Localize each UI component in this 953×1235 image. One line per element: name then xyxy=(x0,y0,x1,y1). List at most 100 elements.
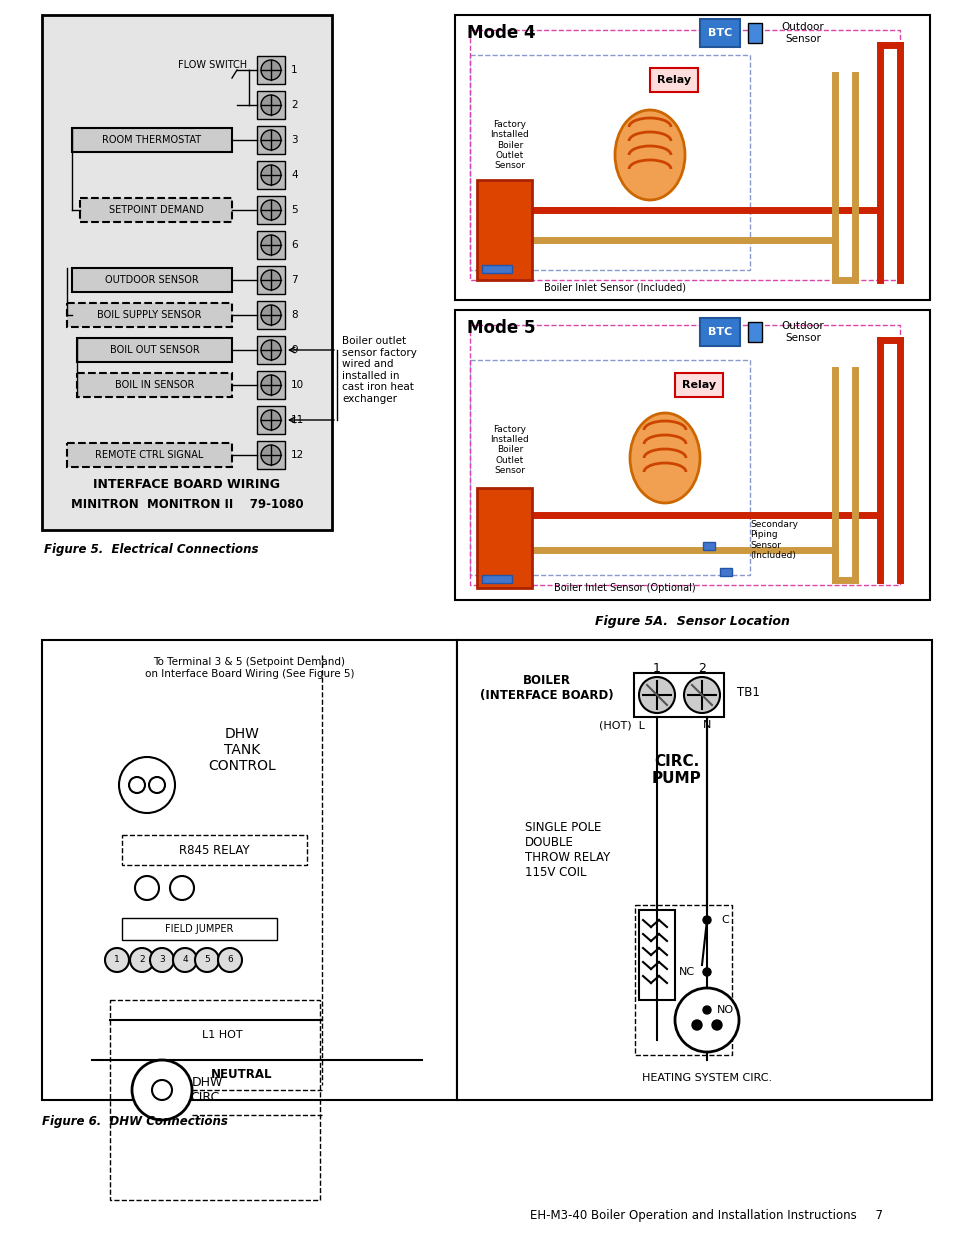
Text: REMOTE CTRL SIGNAL: REMOTE CTRL SIGNAL xyxy=(95,450,204,459)
Text: 10: 10 xyxy=(291,380,304,390)
Bar xyxy=(71,268,232,291)
Bar xyxy=(470,325,899,585)
Bar xyxy=(256,336,285,364)
Text: 4: 4 xyxy=(291,170,297,180)
Text: Secondary
Piping
Sensor
(Included): Secondary Piping Sensor (Included) xyxy=(749,520,797,561)
Text: Boiler Inlet Sensor (Optional): Boiler Inlet Sensor (Optional) xyxy=(554,583,695,593)
Text: 2: 2 xyxy=(139,956,145,965)
Bar xyxy=(675,373,722,396)
Circle shape xyxy=(639,677,675,713)
Bar xyxy=(470,359,749,576)
Circle shape xyxy=(129,777,145,793)
Circle shape xyxy=(132,1060,192,1120)
Bar xyxy=(256,196,285,224)
Bar xyxy=(456,640,931,1100)
Circle shape xyxy=(702,1007,710,1014)
Text: N: N xyxy=(702,720,710,730)
Text: FIELD JUMPER: FIELD JUMPER xyxy=(165,924,233,934)
Circle shape xyxy=(261,305,281,325)
Text: 2: 2 xyxy=(291,100,297,110)
Bar xyxy=(71,128,232,152)
Bar xyxy=(634,673,723,718)
Text: ROOM THERMOSTAT: ROOM THERMOSTAT xyxy=(102,135,201,144)
Text: DHW
CIRC.: DHW CIRC. xyxy=(191,1076,223,1104)
Bar xyxy=(256,231,285,259)
Bar xyxy=(720,568,731,576)
Text: 6: 6 xyxy=(227,956,233,965)
Text: Relay: Relay xyxy=(681,380,716,390)
Bar xyxy=(476,180,532,280)
Bar xyxy=(455,15,929,300)
Bar xyxy=(256,370,285,399)
Bar xyxy=(470,30,899,280)
Bar xyxy=(122,835,307,864)
Text: C: C xyxy=(720,915,728,925)
Circle shape xyxy=(261,445,281,466)
Text: BTC: BTC xyxy=(707,28,731,38)
Bar xyxy=(481,576,512,583)
Text: Factory
Installed
Boiler
Outlet
Sensor: Factory Installed Boiler Outlet Sensor xyxy=(490,425,529,475)
Circle shape xyxy=(170,876,193,900)
Bar xyxy=(455,310,929,600)
Circle shape xyxy=(119,757,174,813)
Text: BTC: BTC xyxy=(707,327,731,337)
Bar xyxy=(649,68,698,91)
Bar xyxy=(702,542,714,550)
Ellipse shape xyxy=(629,412,700,503)
Text: INTERFACE BOARD WIRING: INTERFACE BOARD WIRING xyxy=(93,478,280,492)
Text: SINGLE POLE
DOUBLE
THROW RELAY
115V COIL: SINGLE POLE DOUBLE THROW RELAY 115V COIL xyxy=(524,821,610,879)
Circle shape xyxy=(261,270,281,290)
Circle shape xyxy=(130,948,153,972)
Text: 6: 6 xyxy=(291,240,297,249)
Text: BOIL IN SENSOR: BOIL IN SENSOR xyxy=(114,380,194,390)
Circle shape xyxy=(261,200,281,220)
Circle shape xyxy=(172,948,196,972)
Bar xyxy=(256,91,285,119)
Bar xyxy=(747,322,761,342)
Bar xyxy=(635,905,731,1055)
Circle shape xyxy=(261,95,281,115)
Text: (HOT)  L: (HOT) L xyxy=(598,720,644,730)
Bar xyxy=(42,640,456,1100)
Text: Mode 4: Mode 4 xyxy=(467,23,535,42)
Text: MINITRON  MONITRON II    79-1080: MINITRON MONITRON II 79-1080 xyxy=(71,499,303,511)
Circle shape xyxy=(261,375,281,395)
Text: BOIL OUT SENSOR: BOIL OUT SENSOR xyxy=(110,345,199,354)
Circle shape xyxy=(261,130,281,149)
Text: 3: 3 xyxy=(159,956,165,965)
Bar xyxy=(256,161,285,189)
Text: OUTDOOR SENSOR: OUTDOOR SENSOR xyxy=(105,275,198,285)
Text: 5: 5 xyxy=(204,956,210,965)
Text: EH-M3-40 Boiler Operation and Installation Instructions     7: EH-M3-40 Boiler Operation and Installati… xyxy=(530,1209,882,1221)
Text: L1 HOT: L1 HOT xyxy=(201,1030,242,1040)
Circle shape xyxy=(150,948,173,972)
Text: Figure 5.  Electrical Connections: Figure 5. Electrical Connections xyxy=(44,543,258,557)
Circle shape xyxy=(702,916,710,924)
Text: Factory
Installed
Boiler
Outlet
Sensor: Factory Installed Boiler Outlet Sensor xyxy=(490,120,529,170)
Bar xyxy=(110,1000,319,1200)
Circle shape xyxy=(261,165,281,185)
Bar xyxy=(747,23,761,43)
Text: Figure 5A.  Sensor Location: Figure 5A. Sensor Location xyxy=(595,615,789,629)
Text: To Terminal 3 & 5 (Setpoint Demand)
on Interface Board Wiring (See Figure 5): To Terminal 3 & 5 (Setpoint Demand) on I… xyxy=(145,657,354,679)
Bar xyxy=(256,441,285,469)
Circle shape xyxy=(691,1020,701,1030)
Circle shape xyxy=(675,988,739,1052)
Text: HEATING SYSTEM CIRC.: HEATING SYSTEM CIRC. xyxy=(641,1073,771,1083)
Bar xyxy=(67,303,232,327)
Bar xyxy=(476,488,532,588)
Bar xyxy=(639,910,675,1000)
Text: 1: 1 xyxy=(114,956,120,965)
Bar xyxy=(122,918,276,940)
Text: FLOW SWITCH: FLOW SWITCH xyxy=(177,61,247,70)
Bar xyxy=(42,15,332,530)
Text: 7: 7 xyxy=(291,275,297,285)
Bar xyxy=(256,406,285,433)
Text: 3: 3 xyxy=(291,135,297,144)
Circle shape xyxy=(261,235,281,254)
Text: 1: 1 xyxy=(653,662,660,674)
Text: CIRC.
PUMP: CIRC. PUMP xyxy=(652,753,701,787)
Text: NEUTRAL: NEUTRAL xyxy=(211,1068,273,1082)
Circle shape xyxy=(105,948,129,972)
Text: 5: 5 xyxy=(291,205,297,215)
